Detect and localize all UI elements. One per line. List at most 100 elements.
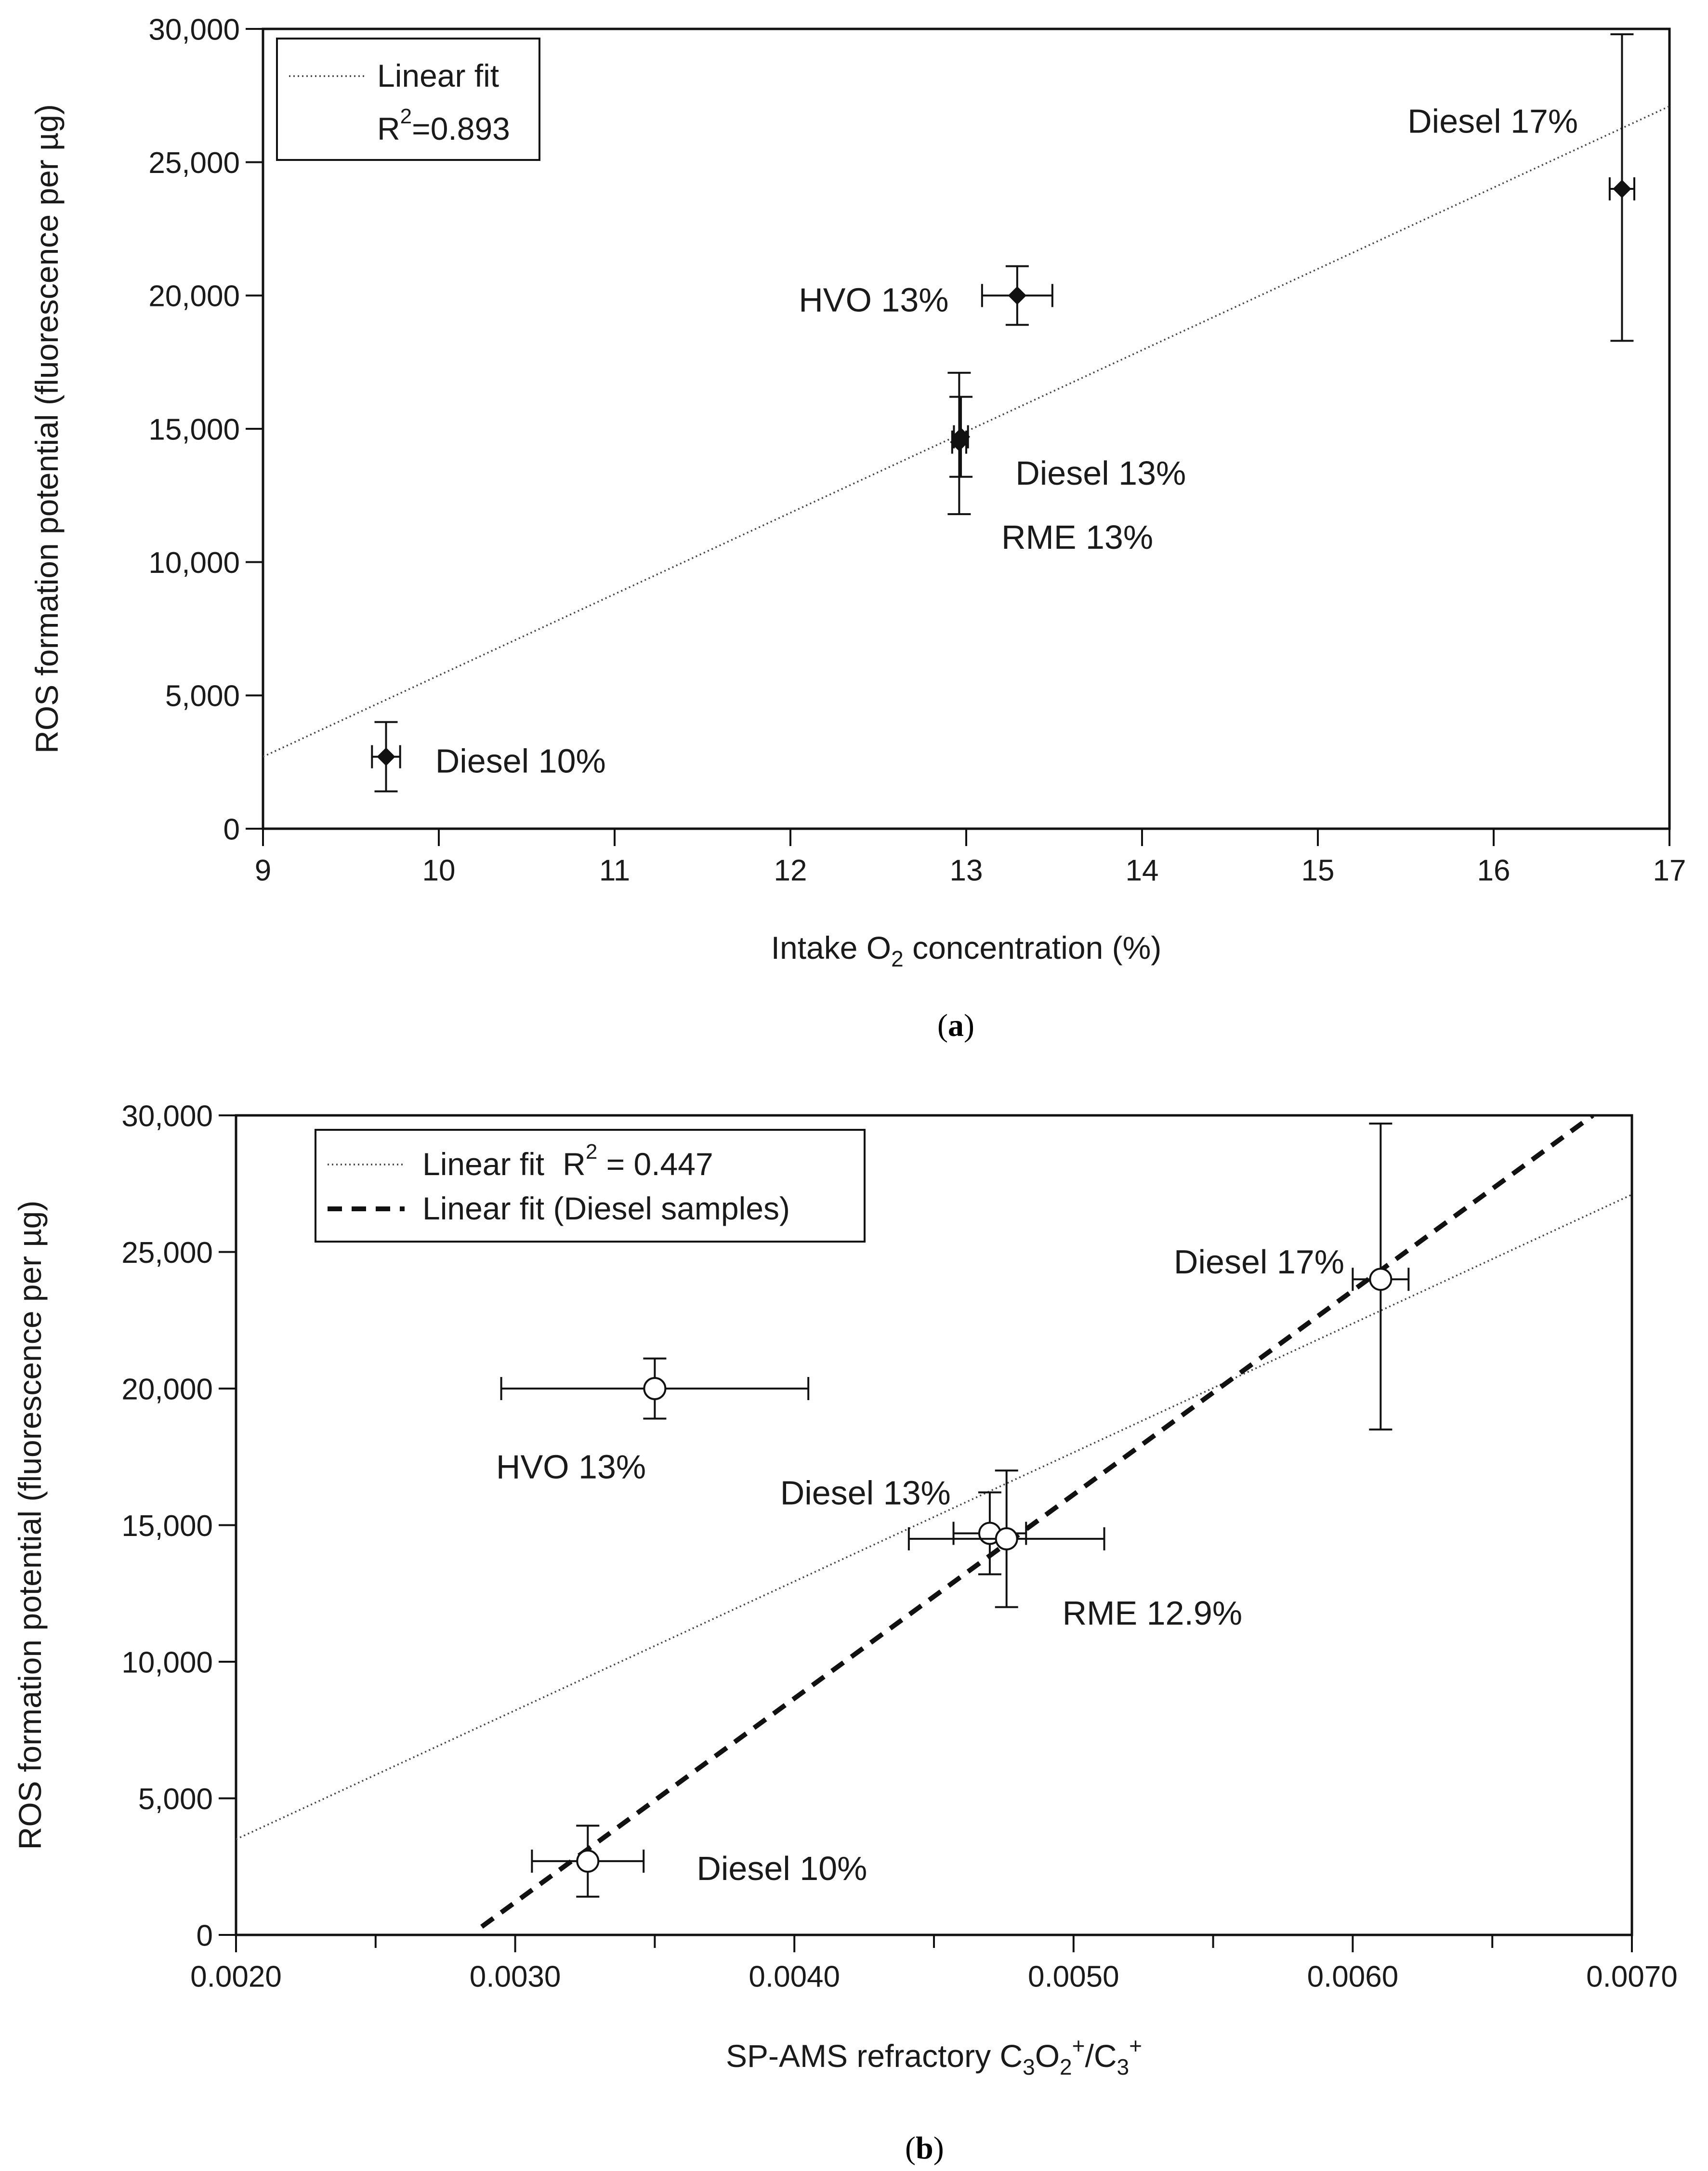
x-tick-label: 17 [1653,854,1686,887]
y-tick-label: 10,000 [148,546,240,580]
chart-panel-a: 0 5,000 10,000 15,000 20,000 25,000 30,000 9 10 1… [29,13,1686,1043]
x-tick-label: 0.0070 [1586,1960,1678,1993]
data-point [1352,1123,1410,1431]
x-tick-label: 0.0020 [190,1960,282,1993]
data-point [907,1469,1105,1608]
y-tick-label: 30,000 [121,1099,213,1133]
point-label: Diesel 10% [435,742,606,780]
x-tick-label: 0.0050 [1028,1960,1119,1993]
y-tick-label: 20,000 [148,280,240,313]
panel-label: (b) [905,2131,944,2166]
x-axis-label-superscript: + [1129,2033,1142,2058]
panel-label-paren: ) [964,1008,974,1043]
y-tick-label: 15,000 [121,1509,213,1543]
x-axis-label-subscript: 3 [1023,2054,1035,2079]
x-axis-label: Intake O2 concentration (%) [771,930,1162,971]
data-point [371,721,401,793]
point-label: RME 13% [1001,518,1153,556]
panel-label-letter: b [916,2131,933,2166]
data-point [1608,33,1635,342]
legend-r-squared-text: R [563,1146,586,1182]
y-tick-label: 5,000 [138,1783,213,1816]
panel-label-paren: ( [937,1008,948,1043]
point-label: Diesel 10% [696,1850,867,1887]
chart-panel-b: 0 5,000 10,000 15,000 20,000 25,000 30,000 0.00… [12,1099,1678,2166]
x-tick-label: 0.0060 [1307,1960,1399,1993]
point-marker [1369,1268,1393,1291]
legend-label: Linear fit [377,58,499,93]
x-tick-label: 16 [1477,854,1511,887]
fit-line-diesel-samples [480,1115,1594,1929]
point-marker [576,1849,600,1873]
legend-r-squared-text: R [377,111,400,146]
x-tick-label: 14 [1126,854,1159,887]
x-axis-label-subscript: 2 [891,946,904,971]
point-marker [950,433,969,451]
x-tick-label: 12 [774,854,807,887]
panel-label-paren: ( [905,2131,916,2166]
x-axis-label-text: /C [1085,2038,1117,2074]
y-tick-label: 25,000 [148,146,240,180]
data-point [981,265,1053,326]
legend-label-text: Linear fit [422,1146,544,1182]
y-tick-label: 10,000 [121,1646,213,1679]
x-tick-label: 11 [599,854,630,887]
point-marker [995,1527,1018,1550]
y-axis-label: ROS formation potential (fluorescence pe… [12,1201,48,1850]
panel-label-paren: ) [933,2131,944,2166]
point-marker [643,1377,667,1400]
x-tick-label: 15 [1301,854,1335,887]
x-axis-label-text: SP-AMS refractory C [726,2038,1023,2074]
y-tick-label: 5,000 [165,680,240,713]
x-tick-label: 0.0030 [470,1960,561,1993]
x-axis-label-text: concentration (%) [904,930,1162,966]
x-axis-label-text: Intake O [771,930,891,966]
x-tick-label: 9 [255,854,271,887]
legend-label: Linear fit (Diesel samples) [422,1191,790,1226]
point-label: Diesel 13% [1015,454,1186,492]
legend: Linear fit R2=0.893 [276,38,540,161]
data-point [531,1825,645,1898]
legend-r-squared-superscript: 2 [586,1140,597,1164]
point-label: Diesel 13% [780,1474,951,1511]
point-label: Diesel 17% [1407,103,1578,140]
data-point [947,371,971,516]
y-tick-label: 25,000 [121,1236,213,1270]
fit-lines [236,1115,1632,1929]
legend-label: Linear fit R2 = 0.447 [422,1140,713,1182]
legend-r-squared: R2=0.893 [377,105,510,146]
x-axis-label-text: O [1035,2038,1060,2074]
panel-label-letter: a [948,1008,964,1043]
y-tick-label: 0 [197,1919,213,1952]
x-axis-label-subscript: 3 [1117,2054,1130,2079]
x-tick-label: 0.0040 [749,1960,840,1993]
legend-box [276,38,540,161]
panel-label: (a) [937,1008,974,1043]
legend-box [315,1129,866,1243]
x-axis-label: SP-AMS refractory C3O2+/C3+ [726,2033,1142,2079]
point-label: HVO 13% [496,1448,646,1485]
point-label: RME 12.9% [1063,1594,1242,1632]
y-tick-label: 20,000 [121,1373,213,1406]
y-tick-label: 0 [223,813,240,846]
x-axis-label-superscript: + [1072,2033,1085,2058]
point-marker [1008,286,1026,305]
data-point [500,1357,810,1420]
x-tick-label: 10 [422,854,456,887]
legend: Linear fit R2 = 0.447 Linear fit (Diesel s… [315,1129,866,1243]
point-label: Diesel 17% [1174,1243,1344,1281]
y-tick-label: 30,000 [148,13,240,46]
y-tick-label: 15,000 [148,413,240,446]
fit-line-all-samples [236,1193,1632,1840]
point-marker [1613,179,1631,199]
legend-r-squared-superscript: 2 [400,105,412,128]
legend-r-squared-text: = 0.447 [597,1146,713,1182]
point-marker [377,747,395,766]
y-axis-label: ROS formation potential (fluorescence pe… [29,104,65,754]
legend-label-text: Linear fit (Diesel samples) [422,1191,790,1226]
point-label: HVO 13% [799,281,948,318]
x-tick-label: 13 [950,854,983,887]
legend-r-squared-text: =0.893 [412,111,510,146]
x-axis-label-subscript: 2 [1060,2054,1072,2079]
